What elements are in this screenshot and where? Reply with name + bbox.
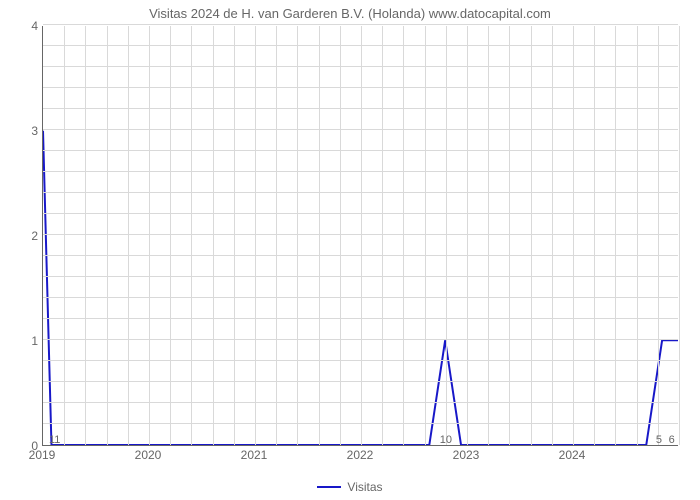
gridline-v [149, 26, 150, 445]
x-tick-label: 2024 [559, 448, 586, 462]
x-tick-label: 2023 [453, 448, 480, 462]
data-label: 6 [669, 434, 675, 446]
y-tick-label: 2 [20, 229, 38, 243]
gridline-h [43, 171, 678, 172]
gridline-v [276, 26, 277, 445]
data-label: 5 [656, 434, 662, 446]
gridline-v [679, 26, 680, 445]
gridline-h [43, 66, 678, 67]
gridline-h [43, 297, 678, 298]
gridline-h [43, 255, 678, 256]
y-tick-label: 3 [20, 124, 38, 138]
gridline-h [43, 24, 678, 25]
gridline-v [573, 26, 574, 445]
gridline-v [403, 26, 404, 445]
gridline-v [446, 26, 447, 445]
x-tick-label: 2019 [29, 448, 56, 462]
chart-container: Visitas 2024 de H. van Garderen B.V. (Ho… [0, 0, 700, 500]
gridline-v [615, 26, 616, 445]
data-label: 10 [440, 434, 452, 446]
gridline-v [425, 26, 426, 445]
gridline-v [382, 26, 383, 445]
gridline-v [128, 26, 129, 445]
gridline-v [170, 26, 171, 445]
gridline-h [43, 150, 678, 151]
gridline-v [234, 26, 235, 445]
gridline-v [488, 26, 489, 445]
gridline-h [43, 45, 678, 46]
gridline-h [43, 276, 678, 277]
legend: Visitas [0, 480, 700, 494]
gridline-v [85, 26, 86, 445]
data-label: 11 [49, 434, 60, 446]
gridline-h [43, 129, 678, 130]
gridline-v [509, 26, 510, 445]
legend-swatch [317, 486, 341, 488]
gridline-h [43, 423, 678, 424]
gridline-h [43, 339, 678, 340]
y-tick-label: 1 [20, 334, 38, 348]
gridline-h [43, 87, 678, 88]
gridline-v [297, 26, 298, 445]
plot-area [42, 26, 678, 446]
gridline-h [43, 360, 678, 361]
gridline-h [43, 108, 678, 109]
gridline-v [213, 26, 214, 445]
gridline-v [637, 26, 638, 445]
gridline-v [361, 26, 362, 445]
x-tick-label: 2020 [135, 448, 162, 462]
y-tick-label: 4 [20, 19, 38, 33]
gridline-v [107, 26, 108, 445]
gridline-h [43, 381, 678, 382]
gridline-v [191, 26, 192, 445]
gridline-v [594, 26, 595, 445]
gridline-h [43, 318, 678, 319]
gridline-v [340, 26, 341, 445]
legend-label: Visitas [347, 480, 382, 494]
gridline-v [255, 26, 256, 445]
gridline-h [43, 402, 678, 403]
gridline-v [319, 26, 320, 445]
gridline-v [531, 26, 532, 445]
chart-title: Visitas 2024 de H. van Garderen B.V. (Ho… [0, 6, 700, 21]
x-tick-label: 2022 [347, 448, 374, 462]
x-tick-label: 2021 [241, 448, 268, 462]
gridline-h [43, 192, 678, 193]
gridline-v [552, 26, 553, 445]
gridline-v [658, 26, 659, 445]
gridline-v [467, 26, 468, 445]
gridline-h [43, 234, 678, 235]
gridline-h [43, 213, 678, 214]
gridline-v [64, 26, 65, 445]
